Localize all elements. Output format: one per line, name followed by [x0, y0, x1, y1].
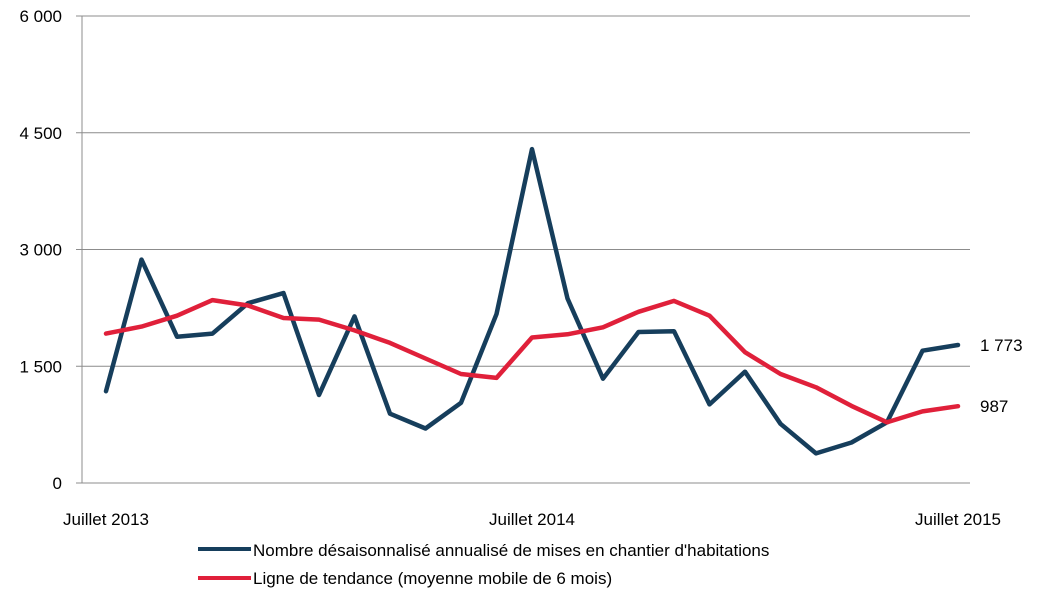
- series-line-trend: [103, 297, 961, 425]
- series-line-housing-starts: [103, 146, 961, 456]
- x-tick-label: Juillet 2013: [63, 510, 149, 529]
- gridlines: [82, 15, 970, 367]
- y-tick-label: 4 500: [19, 124, 62, 143]
- y-tick-label: 1 500: [19, 357, 62, 376]
- x-tick-label: Juillet 2015: [915, 510, 1001, 529]
- axes: [76, 15, 970, 484]
- legend: Nombre désaisonnalisé annualisé de mises…: [198, 541, 769, 588]
- legend-entry-trend-line: Ligne de tendance (moyenne mobile de 6 m…: [253, 569, 612, 588]
- data-label: 987: [980, 397, 1008, 416]
- y-tick-label: 6 000: [19, 7, 62, 26]
- x-tick-label: Juillet 2014: [489, 510, 575, 529]
- series-lines: [103, 146, 961, 456]
- data-label: 1 773: [980, 336, 1023, 355]
- data-annotations: 1 773 987: [980, 336, 1023, 416]
- legend-entry-housing-starts: Nombre désaisonnalisé annualisé de mises…: [253, 541, 769, 560]
- y-tick-label: 3 000: [19, 241, 62, 260]
- x-tick-labels: Juillet 2013 Juillet 2014 Juillet 2015: [63, 510, 1001, 529]
- y-tick-labels: 0 1 500 3 000 4 500 6 000: [19, 7, 62, 493]
- y-tick-label: 0: [53, 474, 62, 493]
